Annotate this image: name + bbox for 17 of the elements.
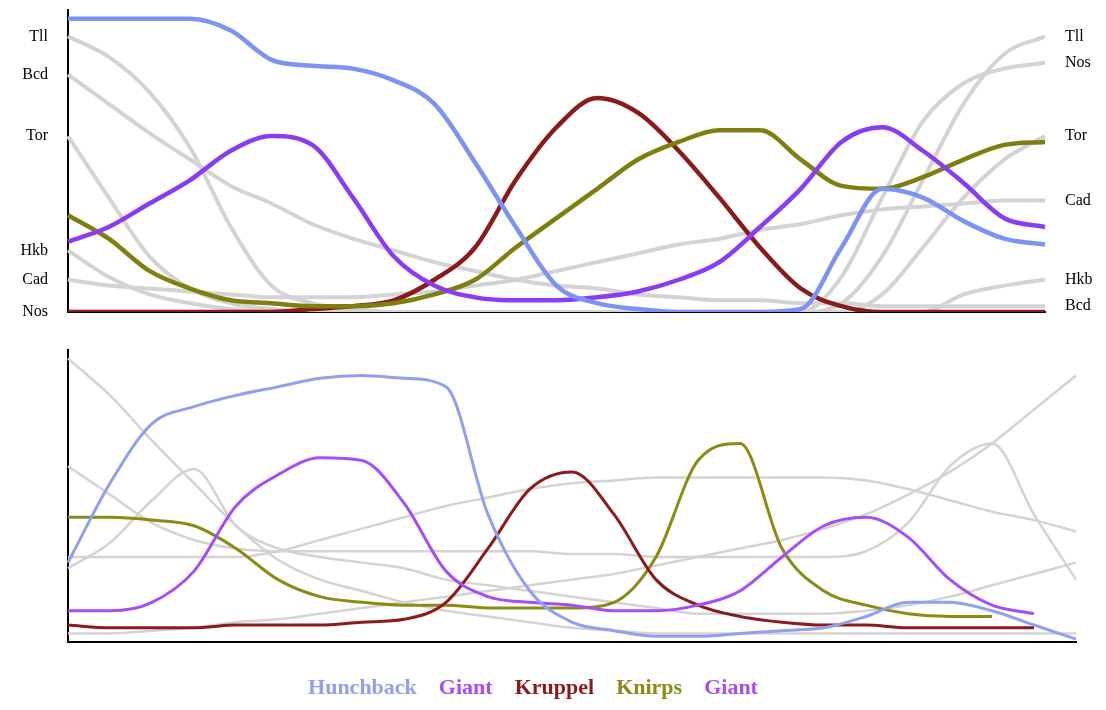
text: Bcd (1065, 296, 1091, 314)
series-label: Hkb (20, 240, 48, 258)
text: Nos (1065, 52, 1091, 70)
text: Kruppel (514, 674, 595, 700)
text: Tll (1065, 26, 1084, 44)
series-label: Bcd (22, 64, 48, 82)
text: Giant (438, 674, 493, 700)
series-label: Cad (1065, 190, 1091, 208)
series-label: Nos (22, 302, 48, 320)
text: Hunchback (308, 674, 417, 700)
text: Cad (22, 269, 48, 287)
series-label: Tll (29, 26, 49, 44)
series-label: Tor (26, 126, 49, 144)
text: Knirps (616, 674, 683, 700)
text: Hkb (1065, 269, 1093, 287)
text: Giant (704, 674, 758, 700)
text: Tor (1065, 126, 1087, 144)
